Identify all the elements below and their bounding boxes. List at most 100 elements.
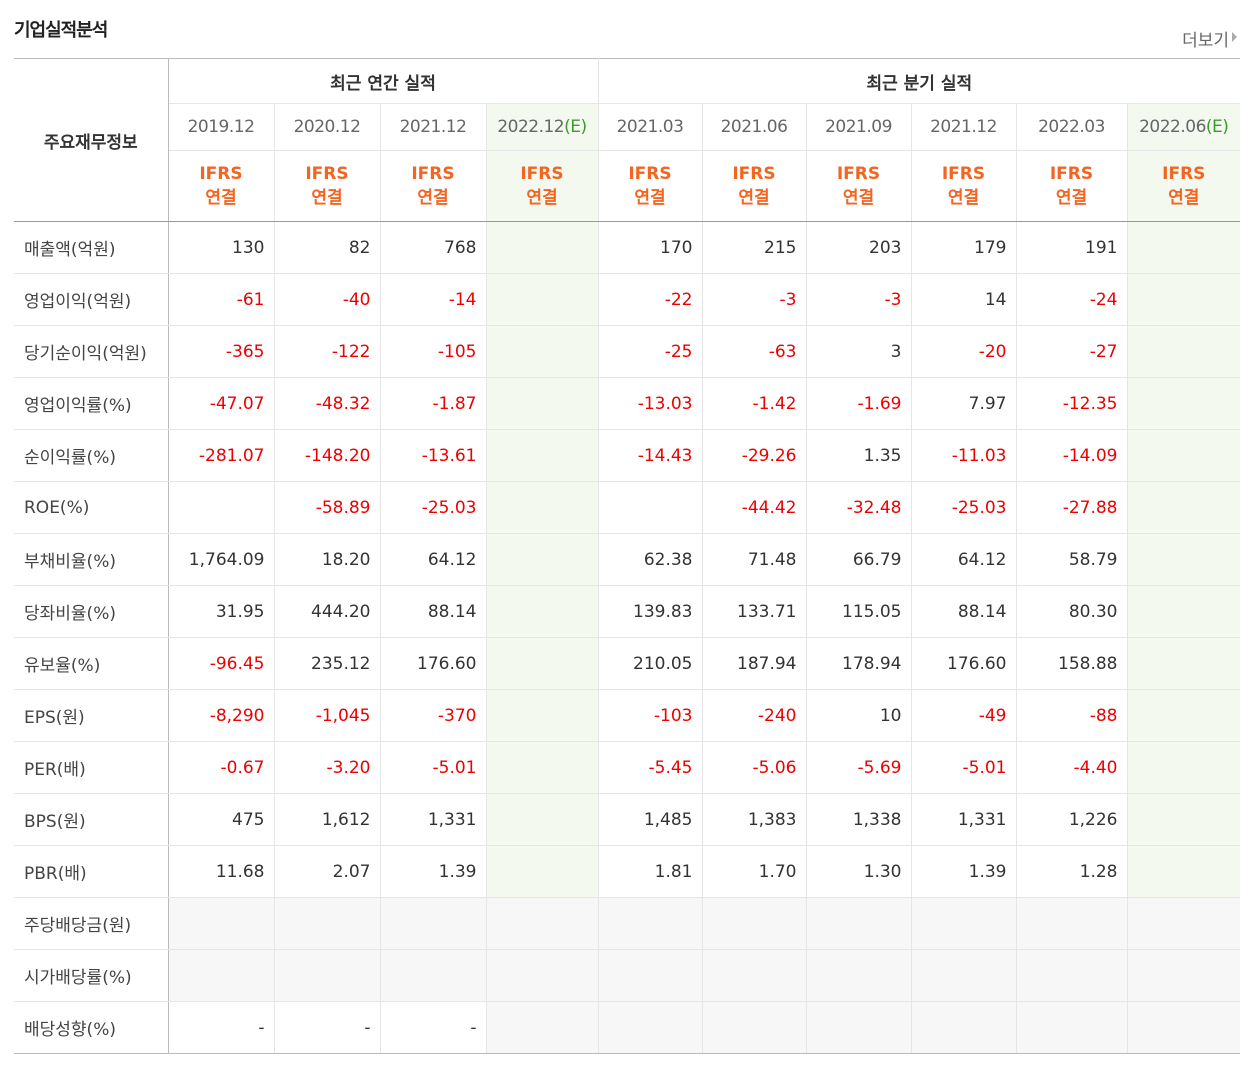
value-cell: 1.30 [805, 845, 912, 898]
period-text: 2021.09 [825, 117, 892, 137]
value-cell: -48.32 [273, 377, 381, 430]
value-cell [1126, 481, 1241, 534]
data-row: EPS(원) -8,290 -1,045 -370 -103 -240 10 -49 -88 [14, 689, 1241, 742]
value-cell: 14 [910, 273, 1017, 326]
basis-header: IFRS 연결 [273, 150, 381, 222]
value-cell [1126, 637, 1241, 690]
value-cell: 139.83 [597, 585, 703, 638]
value-cell [1126, 325, 1241, 378]
row-label: PER(배) [14, 741, 169, 794]
value-cell: 176.60 [910, 637, 1017, 690]
value-cell: - [273, 1001, 381, 1054]
value-cell: 3 [805, 325, 912, 378]
value-cell [167, 949, 275, 1002]
value-cell: -20 [910, 325, 1017, 378]
value-cell: 115.05 [805, 585, 912, 638]
value-cell: 71.48 [701, 533, 807, 586]
value-cell [1126, 793, 1241, 846]
value-cell: -281.07 [167, 429, 275, 482]
value-cell: -5.01 [910, 741, 1017, 794]
row-label: BPS(원) [14, 793, 169, 846]
value-cell [273, 949, 381, 1002]
value-cell: -3 [805, 273, 912, 326]
row-label: 부채비율(%) [14, 533, 169, 586]
basis-text: IFRS 연결 [305, 164, 349, 208]
row-label: 시가배당률(%) [14, 949, 169, 1002]
value-cell: 1.39 [910, 845, 1017, 898]
value-cell: 64.12 [379, 533, 487, 586]
value-cell [379, 949, 487, 1002]
value-cell: -14 [379, 273, 487, 326]
row-label: 유보율(%) [14, 637, 169, 690]
value-cell: 1,485 [597, 793, 703, 846]
period-text: 2021.12 [399, 117, 467, 137]
value-cell [1126, 897, 1241, 950]
row-label: 순이익률(%) [14, 429, 169, 482]
basis-text: IFRS 연결 [1049, 164, 1094, 208]
value-cell: - [167, 1001, 275, 1054]
value-cell: -5.01 [379, 741, 487, 794]
period-header: 2020.12 [273, 103, 381, 151]
value-cell: -3.20 [273, 741, 381, 794]
more-link[interactable]: 더보기 [1182, 31, 1229, 51]
period-header: 2022.12(E) [485, 103, 599, 151]
data-row: BPS(원) 475 1,612 1,331 1,485 1,383 1,338 1,331 1… [14, 793, 1241, 846]
row-label: 당기순이익(억원) [14, 325, 169, 378]
value-cell [597, 481, 703, 534]
value-cell: -1.87 [379, 377, 487, 430]
value-cell: 82 [273, 221, 381, 274]
period-text: 2020.12 [293, 117, 361, 137]
value-cell: 18.20 [273, 533, 381, 586]
value-cell: 58.79 [1015, 533, 1128, 586]
value-cell: -96.45 [167, 637, 275, 690]
table-body: 매출액(억원) 130 82 768 170 215 203 179 191 영업이익(억원) -6… [14, 221, 1241, 1054]
value-cell: 1.28 [1015, 845, 1128, 898]
value-cell: -22 [597, 273, 703, 326]
period-header: 2021.09 [805, 103, 912, 151]
value-cell: 1.81 [597, 845, 703, 898]
basis-text: IFRS 연결 [1162, 164, 1206, 208]
period-header: 2019.12 [167, 103, 275, 151]
value-cell: -103 [597, 689, 703, 742]
value-cell: 11.68 [167, 845, 275, 898]
value-cell: 7.97 [910, 377, 1017, 430]
value-cell [485, 897, 599, 950]
value-cell [485, 325, 599, 378]
value-cell: -8,290 [167, 689, 275, 742]
value-cell: -47.07 [167, 377, 275, 430]
value-cell [1126, 533, 1241, 586]
value-cell: -1,045 [273, 689, 381, 742]
value-cell: -61 [167, 273, 275, 326]
value-cell [701, 949, 807, 1002]
value-cell [485, 377, 599, 430]
period-header: 2021.06 [701, 103, 807, 151]
value-cell: -122 [273, 325, 381, 378]
data-row: 유보율(%) -96.45 235.12 176.60 210.05 187.94 178.… [14, 637, 1241, 690]
value-cell: -27.88 [1015, 481, 1128, 534]
more-arrow[interactable] [1232, 32, 1237, 42]
data-row: 매출액(억원) 130 82 768 170 215 203 179 191 [14, 221, 1241, 274]
value-cell [1126, 741, 1241, 794]
period-text: 2022.06 [1139, 117, 1206, 137]
value-cell: 158.88 [1015, 637, 1128, 690]
value-cell [1126, 949, 1241, 1002]
value-cell: -25 [597, 325, 703, 378]
value-cell [1126, 585, 1241, 638]
value-cell: -32.48 [805, 481, 912, 534]
basis-header: IFRS 연결 [485, 150, 599, 222]
basis-header: IFRS 연결 [379, 150, 487, 222]
row-label: 영업이익(억원) [14, 273, 169, 326]
data-row: 배당성향(%) - - - [14, 1001, 1241, 1054]
period-header: 2022.03 [1015, 103, 1128, 151]
value-cell: -58.89 [273, 481, 381, 534]
value-cell [805, 1001, 912, 1054]
value-cell [910, 897, 1017, 950]
value-cell [1015, 949, 1128, 1002]
value-cell: -27 [1015, 325, 1128, 378]
value-cell: -88 [1015, 689, 1128, 742]
basis-header: IFRS 연결 [805, 150, 912, 222]
value-cell: 210.05 [597, 637, 703, 690]
value-cell [167, 897, 275, 950]
data-row: 영업이익률(%) -47.07 -48.32 -1.87 -13.03 -1.42 -1.6… [14, 377, 1241, 430]
value-cell: -13.03 [597, 377, 703, 430]
